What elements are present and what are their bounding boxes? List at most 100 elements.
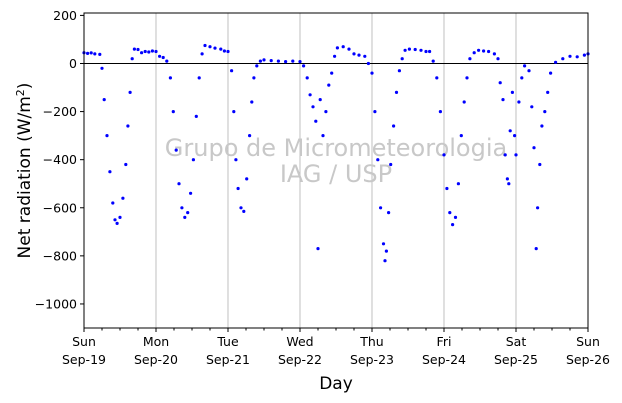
y-tick-label: −600	[43, 200, 77, 215]
data-point	[154, 49, 158, 54]
data-point	[451, 223, 455, 227]
data-point	[219, 47, 223, 51]
data-point	[487, 49, 491, 54]
data-point	[147, 50, 151, 54]
y-tick-label: 200	[53, 8, 77, 23]
data-point	[477, 48, 481, 52]
data-point	[327, 83, 331, 87]
data-point	[373, 110, 377, 114]
data-point	[174, 148, 178, 152]
data-point	[226, 49, 230, 54]
data-point	[352, 52, 356, 56]
data-point	[419, 48, 423, 52]
x-tick-label-weekday: Sun	[72, 334, 96, 349]
data-point	[269, 59, 273, 63]
data-point	[208, 45, 212, 49]
data-point	[276, 59, 280, 63]
data-point	[234, 158, 238, 162]
data-point	[397, 69, 401, 73]
data-point	[165, 59, 169, 63]
data-point	[363, 54, 367, 58]
data-point	[498, 81, 502, 85]
data-point	[308, 93, 312, 97]
data-point	[171, 110, 175, 114]
data-point	[132, 47, 136, 51]
data-point	[239, 206, 243, 210]
data-point	[568, 54, 572, 58]
data-point	[248, 134, 252, 138]
data-point	[403, 48, 407, 52]
y-tick-label: −200	[43, 104, 77, 119]
data-point	[505, 177, 509, 181]
data-point	[102, 98, 106, 102]
data-point	[379, 206, 383, 210]
data-point	[538, 162, 542, 167]
data-point	[236, 186, 240, 191]
data-point	[517, 100, 521, 104]
data-point	[252, 76, 256, 80]
data-point	[250, 100, 254, 104]
data-point	[168, 76, 172, 80]
data-point	[86, 51, 90, 56]
data-point	[468, 57, 472, 61]
data-point	[316, 247, 320, 251]
x-tick-label-weekday: Wed	[286, 334, 313, 349]
data-point	[126, 124, 130, 128]
data-point	[482, 49, 486, 53]
x-tick-label-weekday: Sun	[576, 334, 600, 349]
data-point	[445, 186, 449, 191]
data-point	[262, 58, 266, 62]
data-point	[381, 242, 386, 246]
data-point	[143, 49, 147, 54]
x-tick-label-date: Sep-23	[350, 352, 394, 367]
data-point	[98, 52, 102, 57]
data-point	[330, 71, 334, 75]
y-axis: 200 0 −200 −400 −600 −800 −1000	[35, 8, 84, 311]
data-point	[321, 134, 325, 138]
data-point	[242, 209, 246, 213]
data-point	[189, 191, 193, 195]
data-point	[213, 46, 217, 50]
data-point	[383, 259, 387, 263]
data-point	[311, 105, 315, 109]
data-point	[448, 211, 452, 215]
watermark-line-1: Grupo de Micrometeorologia	[165, 134, 507, 162]
data-point	[318, 98, 322, 102]
data-point	[158, 54, 162, 58]
data-point	[284, 60, 288, 64]
data-point	[456, 182, 460, 186]
data-point	[302, 64, 306, 68]
x-tick-label-weekday: Fri	[437, 334, 452, 349]
data-point	[341, 45, 345, 49]
data-point	[389, 162, 393, 167]
data-point	[186, 211, 190, 215]
x-axis: Sun Sep-19 Mon Sep-20 Tue Sep-21 Wed Sep-22 Thu S…	[62, 328, 610, 367]
y-tick-label: −400	[43, 152, 77, 167]
data-point	[232, 110, 236, 114]
data-point	[314, 119, 318, 123]
data-point	[100, 66, 104, 70]
data-point	[534, 247, 538, 251]
data-point	[108, 170, 112, 174]
data-point	[400, 57, 404, 61]
data-point	[527, 69, 531, 73]
watermark: Grupo de Micrometeorologia IAG / USP	[165, 134, 507, 188]
data-point	[194, 114, 198, 118]
data-point	[150, 49, 154, 53]
x-tick-label-date: Sep-25	[494, 352, 538, 367]
data-point	[438, 110, 442, 114]
data-point	[501, 98, 505, 102]
y-tick-label: −800	[43, 248, 77, 263]
data-point	[431, 59, 435, 63]
data-point	[435, 76, 439, 80]
data-point	[366, 61, 370, 66]
data-point	[582, 53, 587, 57]
data-point	[335, 46, 339, 50]
x-tick-label-date: Sep-24	[422, 352, 466, 367]
data-point	[111, 201, 115, 205]
data-point	[255, 64, 259, 68]
data-point	[128, 90, 132, 94]
data-point	[546, 90, 550, 94]
data-point	[384, 249, 388, 253]
data-point	[140, 51, 144, 55]
